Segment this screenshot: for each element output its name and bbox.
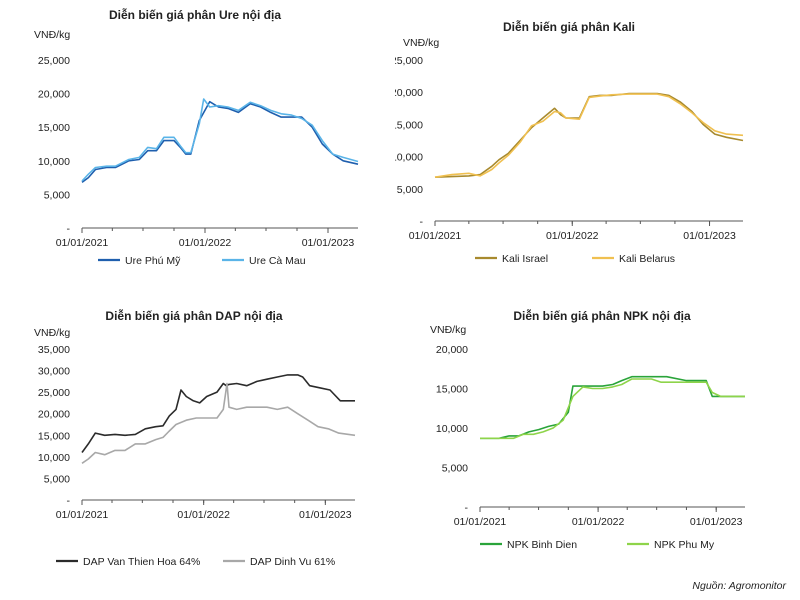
y-tick-label: 5,000 [44, 189, 70, 201]
series-line-dap-van-thien-hoa-64 [81, 374, 355, 453]
y-axis-unit-label: VNĐ/kg [430, 324, 466, 336]
chart-npk: Diễn biến giá phân NPK nội địa VNĐ/kg - 5,0… [395, 295, 795, 595]
series-line-kali-israel [434, 92, 744, 178]
legend-label-ure-phu-my: Ure Phú Mỹ [125, 255, 181, 267]
y-tick-label: 10,000 [38, 156, 70, 168]
series-line-ure-ca-mau [81, 98, 359, 182]
y-tick-label: 5,000 [397, 184, 423, 196]
series-line-dap-dinh-vu-61 [81, 382, 356, 464]
y-tick-label: 25,000 [38, 387, 70, 399]
x-tick-label: 01/01/2023 [683, 230, 736, 242]
y-tick-label: 10,000 [395, 152, 423, 164]
y-tick-label: 20,000 [395, 87, 423, 99]
y-tick-label: 10,000 [436, 423, 468, 435]
x-tick-label: 01/01/2021 [56, 237, 109, 249]
y-tick-label: 15,000 [38, 430, 70, 442]
y-tick-label: 15,000 [38, 122, 70, 134]
y-tick-label: 5,000 [44, 473, 70, 485]
chart-title: Diễn biến giá phân Kali [503, 19, 635, 34]
legend-label-dap-dinh-vu-61: DAP Dinh Vu 61% [250, 556, 335, 568]
series-line-kali-belarus [434, 93, 744, 178]
y-tick-label: 30,000 [38, 366, 70, 378]
chart-ure-svg: Diễn biến giá phân Ure nội địa VNĐ/kg - 5,0… [34, 7, 359, 267]
y-axis-unit-label: VNĐ/kg [34, 29, 70, 41]
chart-dap-svg: Diễn biến giá phân DAP nội địa VNĐ/kg - 5,0… [34, 308, 356, 568]
x-tick-label: 01/01/2022 [572, 516, 625, 528]
x-tick-label: 01/01/2021 [409, 230, 462, 242]
y-tick-label: 15,000 [395, 119, 423, 131]
y-tick-label: 20,000 [436, 344, 468, 356]
source-note: Nguồn: Agromonitor [692, 580, 786, 592]
y-tick-label: 20,000 [38, 409, 70, 421]
legend-label-ure-ca-mau: Ure Cà Mau [249, 255, 306, 267]
y-tick-label: 35,000 [38, 344, 70, 356]
x-tick-label: 01/01/2021 [56, 509, 109, 521]
y-tick-label: - [465, 502, 469, 514]
y-tick-label: 10,000 [38, 452, 70, 464]
y-tick-label: 5,000 [442, 463, 468, 475]
x-tick-label: 01/01/2023 [690, 516, 743, 528]
x-tick-label: 01/01/2022 [177, 509, 230, 521]
y-tick-label: 15,000 [436, 384, 468, 396]
y-tick-label: - [67, 495, 71, 507]
x-tick-label: 01/01/2021 [454, 516, 507, 528]
series-line-ure-phu-my [81, 100, 359, 183]
chart-title: Diễn biến giá phân NPK nội địa [513, 308, 691, 323]
legend-label-kali-israel: Kali Israel [502, 253, 548, 265]
y-tick-label: 20,000 [38, 89, 70, 101]
series-line-npk-phu-my [480, 378, 745, 440]
x-tick-label: 01/01/2022 [546, 230, 599, 242]
x-tick-label: 01/01/2023 [299, 509, 352, 521]
y-tick-label: 25,000 [38, 55, 70, 67]
y-tick-label: - [67, 223, 71, 235]
series-line-npk-binh-dien [480, 375, 745, 440]
y-axis-unit-label: VNĐ/kg [34, 327, 70, 339]
chart-title: Diễn biến giá phân DAP nội địa [105, 308, 282, 323]
chart-dap: Diễn biến giá phân DAP nội địa VNĐ/kg - 5,0… [0, 295, 390, 595]
x-tick-label: 01/01/2023 [302, 237, 355, 249]
y-axis-unit-label: VNĐ/kg [403, 37, 439, 49]
chart-ure: Diễn biến giá phân Ure nội địa VNĐ/kg - 5,0… [0, 0, 390, 285]
legend-label-npk-binh-dien: NPK Binh Dien [507, 539, 577, 551]
legend-label-npk-phu-my: NPK Phu My [654, 539, 715, 551]
chart-kali: Diễn biến giá phân Kali VNĐ/kg - 5,000 10,00… [391, 0, 795, 285]
y-tick-label: - [420, 216, 424, 228]
legend-label-kali-belarus: Kali Belarus [619, 253, 675, 265]
chart-npk-svg: Diễn biến giá phân NPK nội địa VNĐ/kg - 5,0… [430, 308, 745, 551]
legend-label-dap-van-thien-hoa-64: DAP Van Thien Hoa 64% [83, 556, 200, 568]
chart-title: Diễn biến giá phân Ure nội địa [109, 7, 281, 22]
y-tick-label: 25,000 [395, 55, 423, 67]
chart-kali-svg: Diễn biến giá phân Kali VNĐ/kg - 5,000 10,00… [391, 19, 744, 265]
x-tick-label: 01/01/2022 [179, 237, 232, 249]
